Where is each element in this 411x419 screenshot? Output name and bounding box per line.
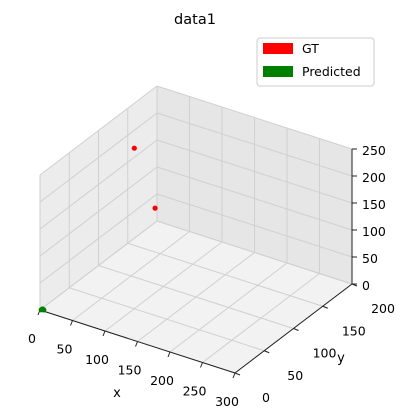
data-point-gt bbox=[131, 145, 137, 151]
x-tick bbox=[135, 341, 138, 347]
y-tick-label: 100 bbox=[313, 346, 337, 361]
grid-line-z-back bbox=[156, 166, 353, 231]
grid-line-z-back bbox=[156, 193, 353, 258]
y-tick bbox=[234, 372, 241, 376]
x-tick-label: 50 bbox=[57, 342, 73, 357]
grid-line-z-left bbox=[39, 139, 158, 230]
z-tick-label: 150 bbox=[362, 197, 386, 212]
legend-swatch-gt bbox=[263, 43, 293, 54]
grid-line-y-floor bbox=[98, 265, 294, 329]
z-tick-label: 100 bbox=[362, 224, 386, 239]
x-tick-label: 300 bbox=[215, 394, 239, 409]
legend-label-predicted: Predicted bbox=[302, 64, 361, 79]
z-tick-label: 250 bbox=[362, 143, 386, 158]
y-tick-label: 0 bbox=[262, 390, 270, 405]
grid-line-z-back bbox=[156, 85, 353, 150]
data-point-gt bbox=[152, 205, 158, 211]
grid-line-z-left bbox=[39, 193, 158, 284]
chart-title: data1 bbox=[174, 12, 216, 28]
z-tick-label: 200 bbox=[362, 170, 386, 185]
z-tick-label: 0 bbox=[362, 278, 370, 293]
grid-line-z-left bbox=[39, 220, 158, 311]
grid-line-z-left bbox=[39, 85, 158, 176]
grid-line-z-left bbox=[39, 112, 158, 203]
y-tick bbox=[293, 328, 299, 331]
legend: GT Predicted bbox=[256, 37, 375, 87]
x-axis-label: x bbox=[113, 386, 121, 401]
grid-line-y-floor bbox=[69, 287, 265, 352]
grid-lines bbox=[39, 85, 353, 374]
x-tick-label: 250 bbox=[183, 384, 207, 399]
x-tick-label: 200 bbox=[150, 373, 174, 388]
x-tick bbox=[232, 372, 236, 379]
y-tick-label: 50 bbox=[287, 368, 303, 383]
y-axis-label: y bbox=[337, 351, 345, 366]
grid-line-z-left bbox=[39, 166, 158, 257]
x-tick bbox=[70, 320, 73, 326]
axis-panes bbox=[40, 86, 352, 373]
x-tick-label: 0 bbox=[28, 331, 36, 346]
legend-label-gt: GT bbox=[302, 41, 319, 56]
x-tick-label: 150 bbox=[118, 363, 142, 378]
y-tick bbox=[322, 305, 328, 309]
grid-line-z-back bbox=[156, 220, 353, 285]
x-tick bbox=[102, 330, 106, 337]
y-tick-label: 150 bbox=[342, 323, 366, 338]
tick-marks bbox=[37, 148, 358, 379]
data-points bbox=[38, 145, 158, 313]
y-tick bbox=[264, 350, 270, 354]
z-tick-label: 50 bbox=[362, 251, 378, 266]
legend-swatch-predicted bbox=[263, 66, 293, 77]
x-tick bbox=[200, 362, 203, 368]
grid-line-y-floor bbox=[127, 242, 323, 307]
x-tick-label: 100 bbox=[85, 352, 109, 367]
data-point-predicted bbox=[41, 307, 47, 313]
y-tick-label: 200 bbox=[371, 301, 395, 316]
grid-line-z-back bbox=[156, 112, 353, 177]
grid-line-z-back bbox=[156, 139, 353, 204]
x-tick bbox=[167, 351, 171, 358]
